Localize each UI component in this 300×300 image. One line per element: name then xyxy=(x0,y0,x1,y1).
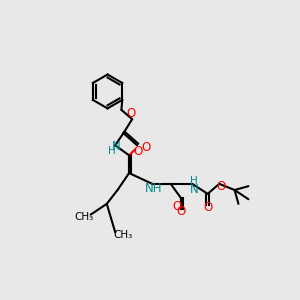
Text: O: O xyxy=(141,141,151,154)
Text: O: O xyxy=(203,201,212,214)
Text: H: H xyxy=(107,146,115,157)
Text: CH₃: CH₃ xyxy=(113,230,133,240)
Text: N: N xyxy=(112,140,120,153)
Text: H: H xyxy=(190,176,198,186)
Text: CH₃: CH₃ xyxy=(75,212,94,222)
Text: N: N xyxy=(189,183,198,196)
Text: O: O xyxy=(134,145,143,158)
Text: O: O xyxy=(126,107,135,120)
Text: O: O xyxy=(216,180,225,194)
Text: O: O xyxy=(172,200,182,213)
Text: O: O xyxy=(177,205,186,218)
Text: NH: NH xyxy=(145,182,163,195)
